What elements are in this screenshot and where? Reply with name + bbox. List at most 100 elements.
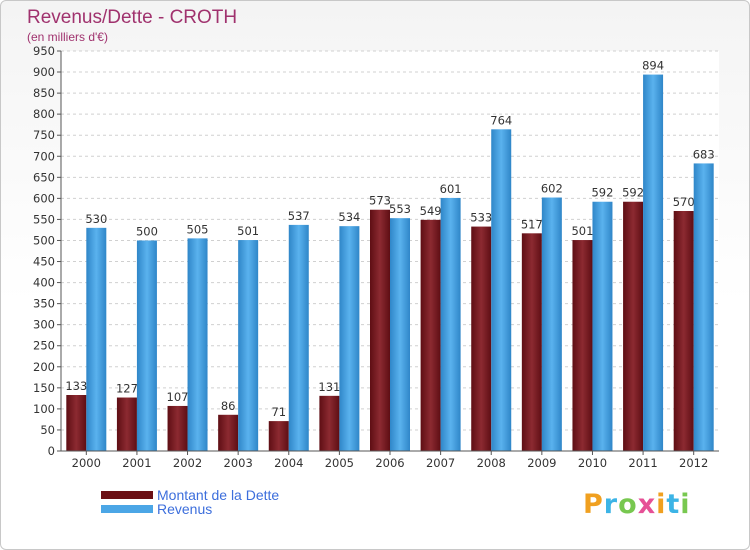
x-tick-label: 2000 (72, 456, 101, 470)
data-label-revenus: 534 (338, 210, 360, 224)
chart-subtitle: (en milliers d'€) (27, 30, 108, 44)
bar-dette (471, 226, 492, 451)
bar-revenus (238, 240, 259, 451)
y-tick-label: 300 (33, 318, 55, 332)
bar-dette (116, 397, 137, 451)
bar-revenus (339, 226, 360, 451)
y-tick-label: 900 (33, 65, 55, 79)
data-label-dette: 131 (318, 380, 340, 394)
data-label-revenus: 530 (85, 212, 107, 226)
bar-dette (218, 414, 239, 451)
data-label-dette: 127 (116, 382, 138, 396)
bar-dette (420, 219, 441, 451)
data-label-revenus: 602 (541, 182, 563, 196)
bar-dette (319, 395, 340, 451)
x-tick-label: 2004 (274, 456, 303, 470)
bar-revenus (541, 197, 562, 451)
bar-dette (370, 209, 390, 451)
y-tick-label: 850 (33, 86, 55, 100)
y-tick-label: 450 (33, 255, 55, 269)
logo-letter: P (583, 489, 604, 520)
data-label-dette: 592 (622, 186, 644, 200)
logo-letter: i (656, 489, 667, 520)
y-tick-label: 550 (33, 212, 55, 226)
bar-revenus (440, 197, 461, 451)
bar-revenus (693, 163, 714, 451)
bar-dette (572, 240, 593, 451)
x-tick-label: 2006 (375, 456, 404, 470)
y-tick-label: 350 (33, 297, 55, 311)
x-tick-label: 2005 (325, 456, 354, 470)
x-tick-label: 2003 (224, 456, 253, 470)
legend-label-dette: Montant de la Dette (157, 487, 280, 503)
bar-dette (673, 211, 694, 451)
data-label-revenus: 592 (591, 186, 613, 200)
bar-revenus (491, 129, 512, 451)
legend-swatch-dette (101, 491, 153, 499)
y-tick-label: 500 (33, 233, 55, 247)
legend-swatch-revenus (101, 505, 153, 513)
bar-revenus (86, 227, 107, 451)
data-label-dette: 533 (470, 211, 492, 225)
y-tick-label: 400 (33, 276, 55, 290)
bar-revenus (187, 238, 208, 451)
bar-revenus (390, 218, 410, 451)
chart-title: Revenus/Dette - CROTH (27, 7, 238, 28)
data-label-revenus: 683 (693, 147, 715, 161)
x-tick-label: 2007 (426, 456, 455, 470)
x-tick-label: 2002 (173, 456, 202, 470)
y-tick-label: 50 (40, 423, 55, 437)
logo-letter: o (618, 489, 638, 520)
bar-revenus (136, 240, 157, 451)
legend-label-revenus: Revenus (157, 501, 213, 517)
y-tick-label: 950 (33, 44, 55, 58)
bar-revenus (592, 201, 613, 451)
bar-revenus (288, 224, 309, 451)
logo-letter: r (603, 489, 619, 520)
x-tick-label: 2009 (527, 456, 556, 470)
bar-dette (66, 395, 87, 451)
data-label-revenus: 553 (389, 202, 411, 216)
x-tick-label: 2001 (122, 456, 151, 470)
y-tick-label: 200 (33, 360, 55, 374)
y-tick-label: 800 (33, 107, 55, 121)
data-label-revenus: 501 (237, 224, 259, 238)
y-tick-label: 750 (33, 128, 55, 142)
data-label-revenus: 500 (136, 224, 158, 238)
data-label-dette: 501 (571, 224, 593, 238)
data-label-dette: 86 (221, 399, 236, 413)
bar-dette (167, 405, 188, 451)
bar-dette (268, 421, 289, 451)
data-label-dette: 573 (369, 194, 391, 208)
y-tick-label: 650 (33, 170, 55, 184)
data-label-dette: 570 (673, 195, 695, 209)
data-label-revenus: 601 (440, 182, 462, 196)
y-tick-label: 700 (33, 149, 55, 163)
y-tick-label: 600 (33, 191, 55, 205)
logo-letter: i (680, 489, 691, 520)
data-label-dette: 107 (167, 390, 189, 404)
data-label-revenus: 505 (187, 222, 209, 236)
data-label-revenus: 894 (642, 59, 664, 73)
y-tick-label: 0 (48, 444, 55, 458)
y-tick-label: 150 (33, 381, 55, 395)
data-label-dette: 71 (271, 405, 286, 419)
proxiti-logo: Proxiti (583, 489, 691, 520)
bar-dette (623, 201, 644, 451)
data-label-dette: 133 (65, 379, 87, 393)
data-label-revenus: 764 (490, 113, 512, 127)
x-tick-label: 2010 (578, 456, 607, 470)
data-label-dette: 549 (420, 204, 442, 218)
data-label-revenus: 537 (288, 209, 310, 223)
y-tick-label: 100 (33, 402, 55, 416)
data-label-dette: 517 (521, 217, 543, 231)
x-tick-label: 2008 (477, 456, 506, 470)
y-tick-label: 250 (33, 339, 55, 353)
x-tick-label: 2012 (679, 456, 708, 470)
x-tick-label: 2011 (628, 456, 657, 470)
logo-letter: x (637, 489, 657, 520)
bar-revenus (643, 74, 664, 451)
logo-letter: t (666, 489, 681, 520)
